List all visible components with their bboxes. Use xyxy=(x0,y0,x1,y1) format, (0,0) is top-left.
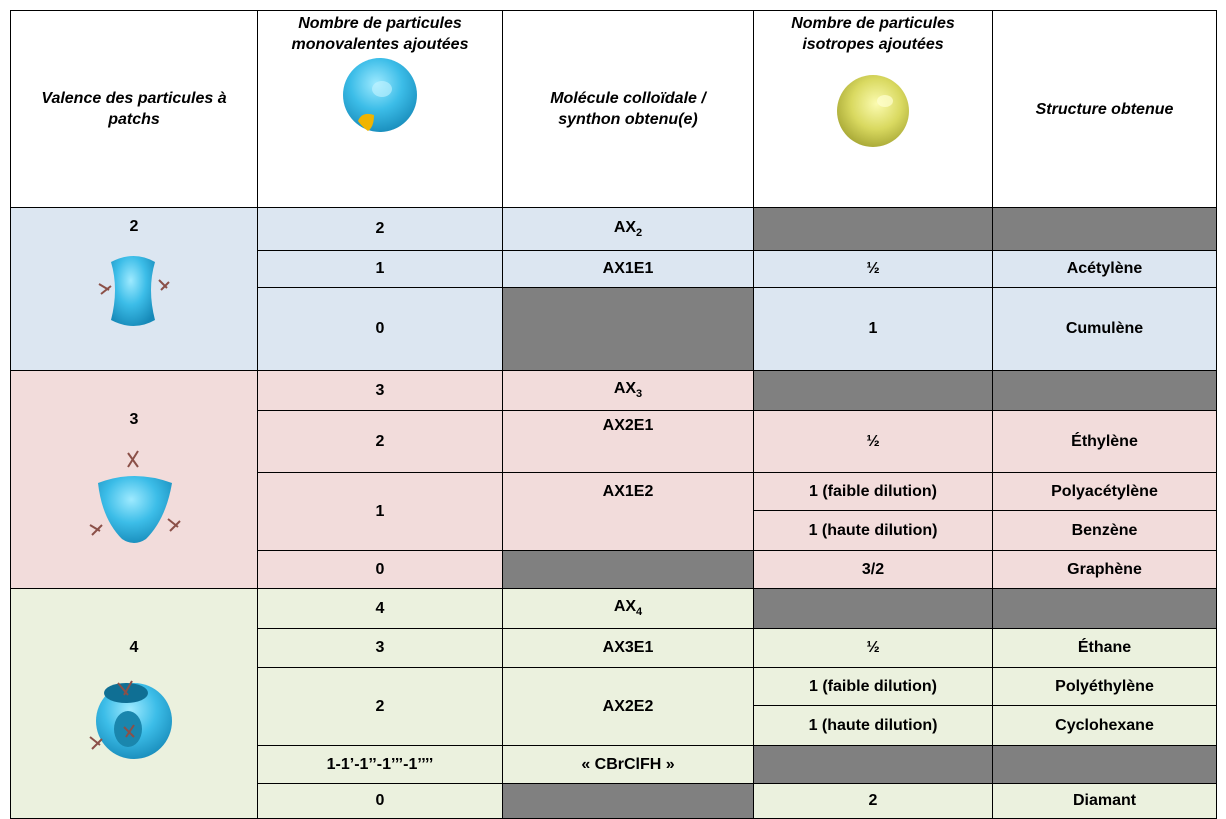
cell: 4 xyxy=(257,588,503,629)
cell: Polyéthylène xyxy=(992,667,1217,706)
cell: AX1E2 xyxy=(502,472,754,551)
valence-cell: 4 xyxy=(10,588,258,819)
cell: Éthylène xyxy=(992,410,1217,473)
formula: AX xyxy=(613,598,637,616)
cell: Acétylène xyxy=(992,250,1217,288)
cell: Graphène xyxy=(992,550,1217,589)
cell: 3/2 xyxy=(753,550,993,589)
valence-cell: 2 xyxy=(10,207,258,371)
cell: Diamant xyxy=(992,783,1217,819)
empty-cell xyxy=(753,207,993,251)
row: 1 (haute dilution) Cyclohexane xyxy=(11,705,1217,746)
cell: 0 xyxy=(257,287,503,371)
row: 4 4 AX4 xyxy=(10,588,1217,819)
cell: 3 xyxy=(257,628,503,668)
cell: Polyacétylène xyxy=(992,472,1217,511)
formula-subscript: 2 xyxy=(636,227,643,240)
header-text: Molécule colloïdale / synthon obtenu(e) xyxy=(550,90,706,128)
cell: 1 xyxy=(257,472,503,551)
row: 1 (haute dilution) Benzène xyxy=(11,510,1217,551)
formula-subscript: 3 xyxy=(636,388,643,401)
empty-cell xyxy=(502,783,754,819)
empty-cell xyxy=(502,287,754,371)
row: 1 AX1E1 ½ Acétylène xyxy=(11,250,1217,288)
header-cell: Structure obtenue xyxy=(992,10,1217,208)
cell: 1 xyxy=(753,287,993,371)
row: 2 AX2E2 1 (faible dilution) Polyéthylène xyxy=(11,667,1217,746)
formula-subscript: 4 xyxy=(636,606,643,619)
empty-cell xyxy=(753,370,993,411)
row: 3 AX3E1 ½ Éthane xyxy=(11,628,1217,668)
header-cell: Molécule colloïdale / synthon obtenu(e) xyxy=(502,10,754,208)
isotropic-particle-icon xyxy=(837,75,909,147)
cell: ½ xyxy=(753,410,993,473)
cell: 1 xyxy=(257,250,503,288)
cell: 0 xyxy=(257,550,503,589)
empty-cell xyxy=(992,370,1217,411)
empty-cell xyxy=(753,745,993,784)
cell: AX3E1 xyxy=(502,628,754,668)
cell: 0 xyxy=(257,783,503,819)
formula: AX xyxy=(613,218,637,236)
empty-cell xyxy=(753,588,993,629)
cell: 1 (faible dilution) xyxy=(753,472,993,511)
valence: 2 xyxy=(129,218,139,235)
cell: AX2E1 xyxy=(502,410,754,473)
cell: 1 (haute dilution) xyxy=(753,510,993,551)
cell: Benzène xyxy=(992,510,1217,551)
cell: Cumulène xyxy=(992,287,1217,371)
valence: 3 xyxy=(129,411,139,428)
row: 2 AX2E1 ½ Éthylène xyxy=(11,410,1217,473)
header-cell: Valence des particules à patchs xyxy=(10,10,258,208)
cell: AX4 xyxy=(502,588,754,629)
cell: Cyclohexane xyxy=(992,705,1217,746)
cell: 1 (faible dilution) xyxy=(753,667,993,706)
row: 0 1 Cumulène xyxy=(11,287,1217,371)
empty-cell xyxy=(992,207,1217,251)
cell: 2 xyxy=(257,667,503,746)
table: Valence des particules à patchs Nombre d… xyxy=(10,10,1217,819)
header-cell: Nombre de particules isotropes ajoutées xyxy=(753,10,993,208)
divalent-particle-icon xyxy=(98,256,170,326)
valence-cell: 3 xyxy=(10,370,258,589)
cell: 2 xyxy=(257,207,503,251)
cell: Éthane xyxy=(992,628,1217,668)
cell: 1-1’-1’’-1’’’-1’’’’ xyxy=(257,745,503,784)
cell: « CBrClFH » xyxy=(502,745,754,784)
header-text: Nombre de particules isotropes ajoutées xyxy=(791,15,955,53)
cell: 2 xyxy=(753,783,993,819)
trivalent-particle-icon xyxy=(89,450,181,543)
cell: 1 (haute dilution) xyxy=(753,705,993,746)
header-text: Valence des particules à patchs xyxy=(41,90,227,128)
row: 3 3 AX3 xyxy=(10,370,1217,589)
header-cell: Nombre de particules monovalentes ajouté… xyxy=(257,10,503,208)
tetravalent-particle-icon xyxy=(89,680,172,759)
header-text: Nombre de particules monovalentes ajouté… xyxy=(291,15,469,53)
cell: AX3 xyxy=(502,370,754,411)
cell: AX1E1 xyxy=(502,250,754,288)
empty-cell xyxy=(992,588,1217,629)
cell: ½ xyxy=(753,250,993,288)
empty-cell xyxy=(992,745,1217,784)
monovalent-particle-icon xyxy=(343,58,417,132)
cell: ½ xyxy=(753,628,993,668)
row: 0 3/2 Graphène xyxy=(11,550,1217,589)
header-row: Valence des particules à patchs Nombre d… xyxy=(10,10,1217,208)
formula: AX xyxy=(613,380,637,398)
empty-cell xyxy=(502,550,754,589)
cell: AX2 xyxy=(502,207,754,251)
cell: 3 xyxy=(257,370,503,411)
cell: 2 xyxy=(257,410,503,473)
cell: AX2E2 xyxy=(502,667,754,746)
row: 1-1’-1’’-1’’’-1’’’’ « CBrClFH » xyxy=(11,745,1217,784)
header-text: Structure obtenue xyxy=(1035,100,1174,118)
row: 2 2 AX2 xyxy=(10,207,1217,371)
valence: 4 xyxy=(129,639,139,656)
